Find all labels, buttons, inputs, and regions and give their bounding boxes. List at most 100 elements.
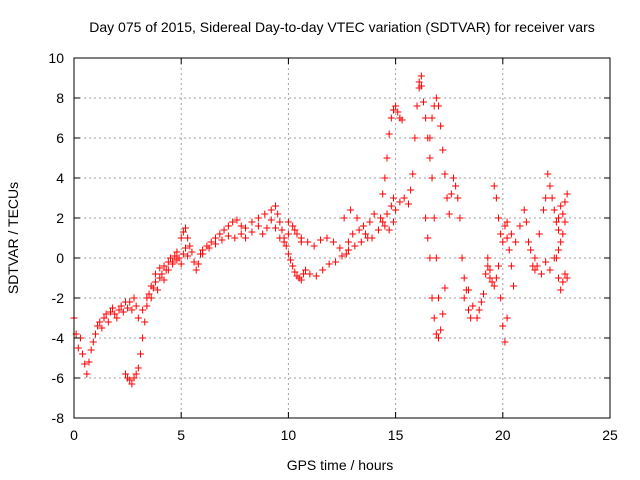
data-point bbox=[220, 226, 228, 234]
data-point bbox=[557, 286, 565, 294]
data-point bbox=[398, 116, 406, 124]
data-point bbox=[389, 218, 397, 226]
data-point bbox=[154, 286, 162, 294]
data-point bbox=[561, 198, 569, 206]
data-point bbox=[344, 246, 352, 254]
data-point bbox=[289, 262, 297, 270]
data-point bbox=[428, 114, 436, 122]
data-point bbox=[546, 266, 554, 274]
data-point bbox=[381, 222, 389, 230]
data-point bbox=[297, 276, 305, 284]
data-point bbox=[259, 230, 267, 238]
data-point bbox=[83, 370, 91, 378]
data-point bbox=[385, 130, 393, 138]
data-point bbox=[486, 274, 494, 282]
data-point bbox=[166, 254, 174, 262]
data-point bbox=[525, 238, 533, 246]
data-point bbox=[552, 218, 560, 226]
data-point bbox=[216, 230, 224, 238]
data-point bbox=[126, 298, 134, 306]
data-point bbox=[156, 274, 164, 282]
data-point bbox=[464, 286, 472, 294]
data-point bbox=[212, 240, 220, 248]
data-point bbox=[379, 190, 387, 198]
data-point bbox=[454, 194, 462, 202]
data-point bbox=[392, 206, 400, 214]
data-point bbox=[555, 226, 563, 234]
data-point bbox=[177, 234, 185, 242]
data-point bbox=[394, 108, 402, 116]
data-point bbox=[342, 250, 350, 258]
data-point bbox=[329, 238, 337, 246]
data-point bbox=[284, 250, 292, 258]
y-tick-label: -4 bbox=[52, 330, 65, 346]
data-point bbox=[409, 170, 417, 178]
data-point bbox=[422, 114, 430, 122]
data-point bbox=[91, 330, 99, 338]
data-point bbox=[276, 218, 284, 226]
data-point bbox=[272, 202, 280, 210]
data-point bbox=[115, 306, 123, 314]
data-point bbox=[164, 266, 172, 274]
data-point bbox=[160, 276, 168, 284]
data-point bbox=[413, 102, 421, 110]
data-point bbox=[507, 262, 515, 270]
data-point bbox=[542, 194, 550, 202]
data-point bbox=[128, 306, 136, 314]
data-point bbox=[467, 314, 475, 322]
data-point bbox=[426, 154, 434, 162]
y-tick-label: -6 bbox=[52, 370, 65, 386]
data-point bbox=[111, 310, 119, 318]
data-point bbox=[181, 244, 189, 252]
data-point bbox=[237, 222, 245, 230]
data-point bbox=[139, 306, 147, 314]
data-point bbox=[460, 274, 468, 282]
y-tick-label: 2 bbox=[56, 210, 64, 226]
data-point bbox=[291, 268, 299, 276]
data-point bbox=[306, 270, 314, 278]
data-point bbox=[424, 234, 432, 242]
data-point bbox=[503, 218, 511, 226]
data-point bbox=[503, 234, 511, 242]
data-point bbox=[297, 234, 305, 242]
data-point bbox=[497, 230, 505, 238]
data-point bbox=[400, 194, 408, 202]
data-point bbox=[531, 254, 539, 262]
x-tick-label: 0 bbox=[70, 427, 78, 443]
data-point bbox=[194, 260, 202, 268]
data-point bbox=[486, 266, 494, 274]
data-point bbox=[555, 246, 563, 254]
data-point bbox=[179, 250, 187, 258]
data-point bbox=[561, 270, 569, 278]
data-point bbox=[299, 270, 307, 278]
data-point bbox=[492, 194, 500, 202]
data-point bbox=[540, 206, 548, 214]
data-point bbox=[377, 214, 385, 222]
data-point bbox=[325, 260, 333, 268]
data-point bbox=[254, 222, 262, 230]
data-point bbox=[522, 218, 530, 226]
data-point bbox=[434, 294, 442, 302]
data-point bbox=[441, 170, 449, 178]
data-point bbox=[452, 182, 460, 190]
data-point bbox=[415, 78, 423, 86]
data-point bbox=[160, 262, 168, 270]
data-point bbox=[557, 202, 565, 210]
data-point bbox=[426, 254, 434, 262]
data-point bbox=[422, 214, 430, 222]
data-point bbox=[224, 232, 232, 240]
data-point bbox=[497, 294, 505, 302]
data-point bbox=[480, 290, 488, 298]
data-point bbox=[347, 206, 355, 214]
data-point bbox=[344, 238, 352, 246]
data-point bbox=[199, 250, 207, 258]
data-point bbox=[312, 272, 320, 280]
data-point bbox=[132, 370, 140, 378]
data-point bbox=[550, 206, 558, 214]
data-point bbox=[456, 214, 464, 222]
data-point bbox=[370, 210, 378, 218]
data-point bbox=[559, 230, 567, 238]
data-point bbox=[282, 242, 290, 250]
data-point bbox=[336, 244, 344, 252]
data-point bbox=[469, 302, 477, 310]
